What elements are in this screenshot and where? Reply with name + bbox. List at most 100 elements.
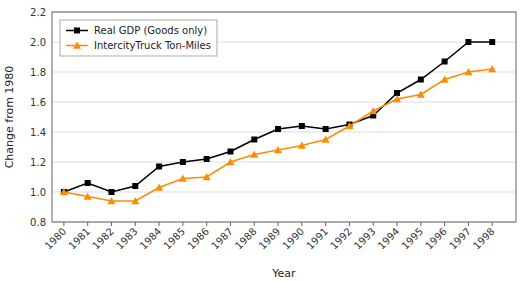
point [227, 149, 233, 155]
point [369, 107, 377, 114]
x-tick-label: 1993 [352, 226, 378, 252]
legend: Real GDP (Goods only) IntercityTruck Ton-… [60, 20, 217, 56]
x-tick [278, 222, 279, 226]
point [132, 183, 138, 189]
point [275, 126, 281, 132]
point [442, 59, 448, 65]
x-tick-label: 1988 [233, 226, 259, 252]
point [323, 126, 329, 132]
x-tick [444, 222, 445, 226]
y-tick-label: 2.0 [30, 37, 46, 48]
x-tick-label: 1996 [423, 226, 449, 252]
point [155, 184, 163, 191]
point [84, 193, 92, 200]
x-tick [349, 222, 350, 226]
point [418, 77, 424, 83]
x-tick [182, 222, 183, 226]
grid-line [52, 132, 516, 133]
point [204, 156, 210, 162]
plot-frame [52, 12, 516, 222]
point [180, 159, 186, 165]
x-tick [492, 222, 493, 226]
x-tick-label: 1994 [376, 226, 402, 252]
legend-item: Real GDP (Goods only) [66, 25, 207, 36]
point [488, 65, 496, 72]
point [156, 164, 162, 170]
y-tick-label: 2.2 [30, 7, 46, 18]
legend-marker [73, 42, 81, 49]
x-tick-label: 1992 [328, 226, 354, 252]
point [107, 197, 115, 204]
data [60, 39, 496, 204]
point [85, 180, 91, 186]
point [464, 68, 472, 75]
x-tick-label: 1998 [471, 226, 497, 252]
grid-line [52, 72, 516, 73]
y-tick-label: 1.2 [30, 157, 46, 168]
grid-line [52, 102, 516, 103]
x-tick-label: 1987 [209, 226, 235, 252]
x-tick [254, 222, 255, 226]
point [251, 137, 257, 143]
x-tick [301, 222, 302, 226]
x-tick [159, 222, 160, 226]
legend-box [60, 20, 217, 56]
chart: 0.8 1.0 1.2 1.4 1.6 1.8 2.0 2.2 1980198119821983… [0, 0, 528, 282]
point [274, 146, 282, 153]
point [299, 123, 305, 129]
grid-line [52, 192, 516, 193]
series-line [64, 42, 492, 192]
x-tick [468, 222, 469, 226]
y-tick-label: 1.0 [30, 187, 46, 198]
x-tick [373, 222, 374, 226]
x-axis-label: Year [271, 267, 296, 280]
y-tick-label: 1.6 [30, 97, 46, 108]
x-tick-label: 1980 [43, 226, 69, 252]
point [179, 175, 187, 182]
point [345, 122, 353, 129]
point [441, 76, 449, 83]
x-tick-label: 1990 [280, 226, 306, 252]
x-tick-label: 1986 [185, 226, 211, 252]
point [465, 39, 471, 45]
point [250, 151, 258, 158]
point [131, 197, 139, 204]
point [203, 173, 211, 180]
x-tick-label: 1983 [114, 226, 140, 252]
x-tick-label: 1982 [90, 226, 116, 252]
x-tick-label: 1997 [447, 226, 473, 252]
y-tick-label: 1.8 [30, 67, 46, 78]
x-tick-label: 1981 [66, 226, 92, 252]
series-line [64, 69, 492, 201]
legend-label: Real GDP (Goods only) [94, 25, 207, 36]
x-tick [325, 222, 326, 226]
x-tick-label: 1985 [162, 226, 188, 252]
legend-marker [74, 28, 80, 34]
x-tick-label: 1995 [399, 226, 425, 252]
y-tick-label: 1.4 [30, 127, 46, 138]
x-tick [397, 222, 398, 226]
y-axis-label: Change from 1980 [3, 66, 16, 169]
point [108, 189, 114, 195]
x-tick [230, 222, 231, 226]
x-tick-label: 1984 [138, 226, 164, 252]
legend-item: IntercityTruck Ton-Miles [66, 40, 211, 51]
point [393, 95, 401, 102]
x-tick [420, 222, 421, 226]
y-tick-label: 0.8 [30, 217, 46, 228]
plot-background [52, 12, 516, 222]
x-tick [111, 222, 112, 226]
x-tick [135, 222, 136, 226]
point [322, 136, 330, 143]
x-tick [87, 222, 88, 226]
x-tick [206, 222, 207, 226]
grid-line [52, 162, 516, 163]
grid [52, 12, 516, 222]
point [417, 91, 425, 98]
point [60, 188, 68, 195]
legend-label: IntercityTruck Ton-Miles [94, 40, 211, 51]
x-tick [63, 222, 64, 226]
point [489, 39, 495, 45]
point [226, 158, 234, 165]
x-tick-label: 1989 [257, 226, 283, 252]
